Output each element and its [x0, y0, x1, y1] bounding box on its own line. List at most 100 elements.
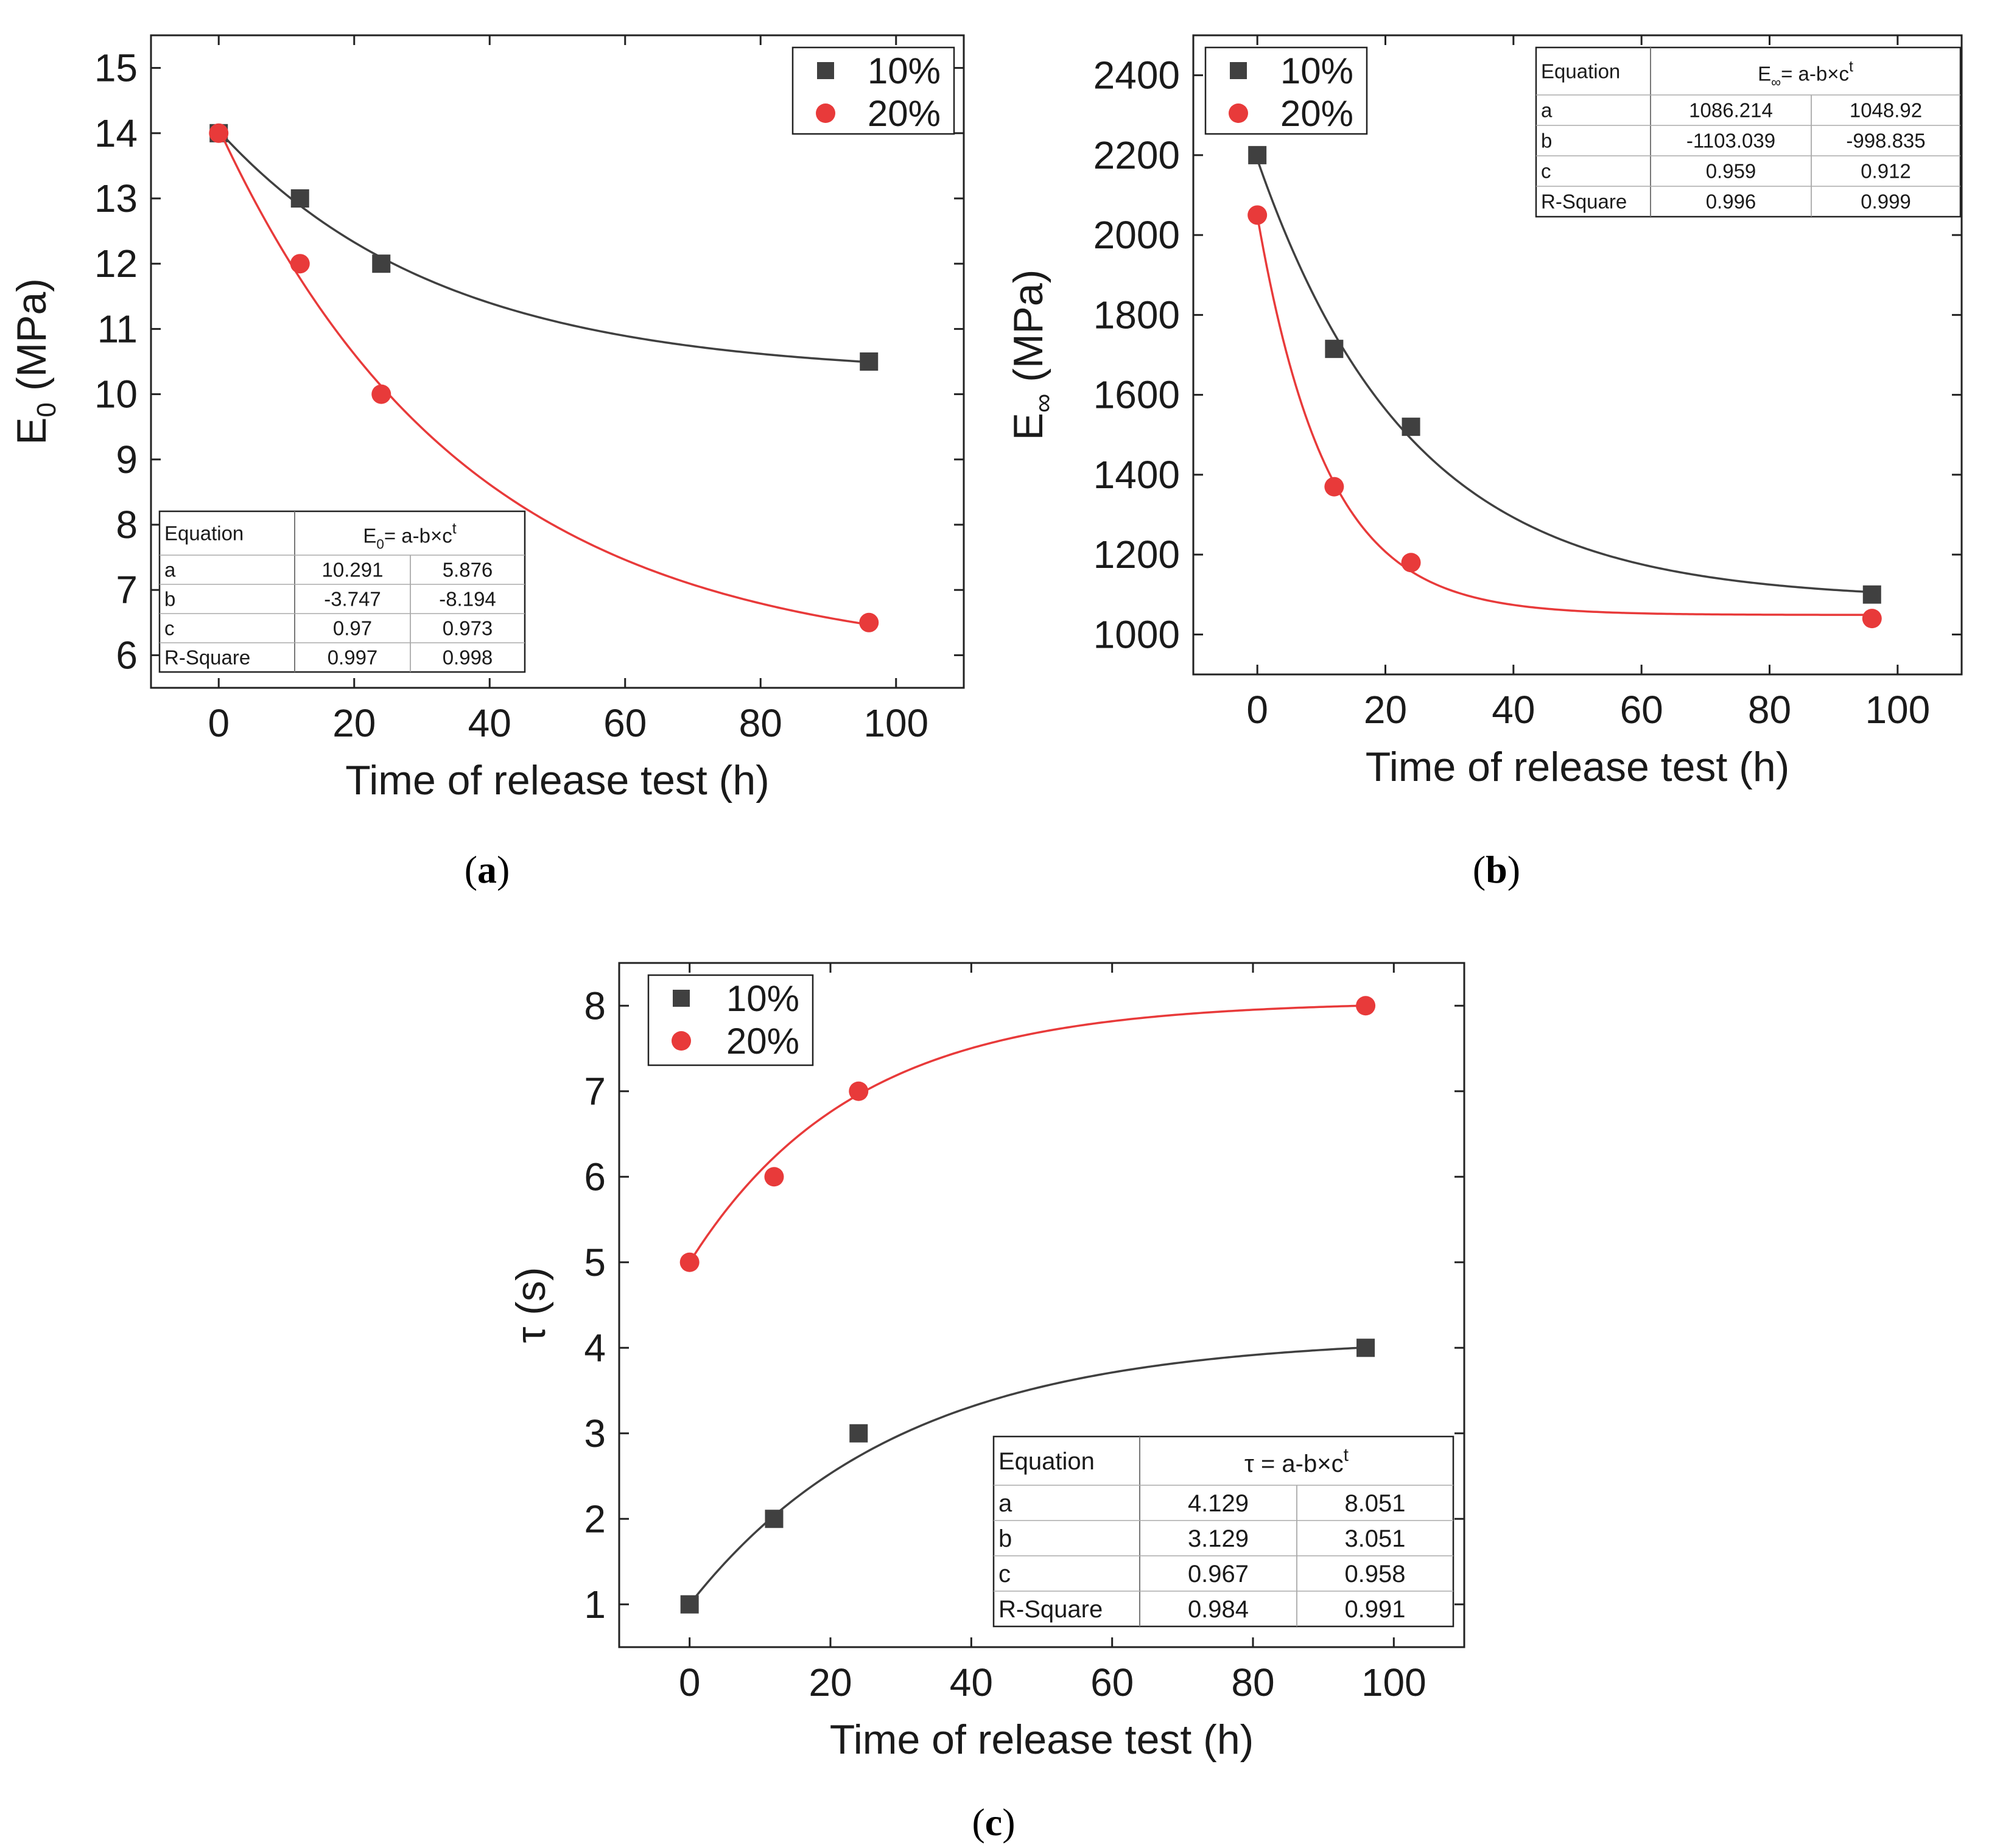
equation-subscript: 0	[376, 536, 384, 551]
x-tick-label: 80	[1231, 1661, 1274, 1704]
table-value-10: 3.129	[1188, 1525, 1249, 1552]
y-tick-label: 9	[116, 438, 138, 481]
y-tick-label: 8	[116, 503, 138, 547]
table-value-10: 1086.214	[1689, 99, 1773, 122]
table-value-20: 0.973	[443, 617, 493, 640]
y-tick-label: 1800	[1093, 293, 1180, 337]
x-axis-title: Time of release test (h)	[830, 1717, 1254, 1763]
panel-label: (c)	[972, 1801, 1015, 1844]
chart-c: 0 20 40 60 80 100 1 2 3 4 5 6 7 8 Time of release test…	[508, 962, 1465, 1844]
legend-marker-circle	[1229, 103, 1248, 123]
table-value-10: 4.129	[1188, 1490, 1249, 1517]
table-border	[992, 1435, 1454, 1628]
table-value-10: 0.984	[1188, 1596, 1249, 1623]
equation-subscript: ∞	[1771, 74, 1781, 89]
legend-label: 20%	[726, 1021, 799, 1062]
y-tick-label: 8	[584, 984, 606, 1027]
data-point-20%	[290, 254, 310, 274]
y-tick-label: 2	[584, 1497, 606, 1541]
y-tick-label: 1600	[1093, 373, 1180, 417]
equation-body: = a-b×c	[1254, 1451, 1344, 1477]
y-axis-title: τ (s)	[508, 1267, 554, 1343]
data-point-20%	[1247, 205, 1268, 225]
data-point-20%	[1862, 609, 1882, 629]
table-value-10: 10.291	[322, 559, 384, 581]
fit-curve-10%	[217, 130, 869, 363]
panel-label-letter: a	[477, 848, 497, 891]
data-point-10%	[1248, 145, 1267, 164]
table-equation: E∞= a-b×ct	[1758, 59, 1853, 90]
fit-parameter-table: Equation τ = a-b×ct a 4.129 8.051 b 3.129 3.051…	[992, 1435, 1454, 1628]
equation-body: = a-b×c	[1781, 63, 1849, 85]
table-row-label: b	[1541, 130, 1552, 152]
y-tick-label: 2400	[1093, 54, 1180, 97]
fit-parameter-table: Equation E∞= a-b×ct a 1086.214 1048.92 b -1103…	[1535, 46, 1962, 218]
x-tick-label: 40	[950, 1661, 993, 1704]
chart-a: 0 20 40 60 80 100 6 7 8 9 10 11 12 13 14 15 Time of rele…	[9, 34, 965, 891]
y-tick-label: 4	[584, 1326, 606, 1370]
panel-label-open: (	[1473, 848, 1486, 891]
x-tick-label: 60	[1090, 1661, 1134, 1704]
legend-marker-square	[673, 990, 690, 1007]
table-value-10: -3.747	[324, 588, 381, 611]
table-value-20: 3.051	[1344, 1525, 1405, 1552]
panel-label-letter: c	[985, 1801, 1002, 1844]
y-tick-label: 1	[584, 1583, 606, 1626]
table-border	[1535, 46, 1962, 218]
y-tick-label: 10	[94, 373, 138, 416]
legend-label: 10%	[868, 51, 941, 91]
table-header: Equation	[164, 522, 244, 545]
table-equation: E0= a-b×ct	[363, 521, 456, 552]
data-point-10%	[1862, 585, 1881, 604]
equation-body: = a-b×c	[384, 525, 452, 547]
data-point-10%	[290, 189, 309, 208]
table-row-label: c	[1541, 160, 1551, 183]
table-equation: τ = a-b×ct	[1244, 1445, 1349, 1477]
panel-label-close: )	[497, 848, 510, 891]
table-value-20: -8.194	[439, 588, 496, 611]
data-point-10%	[680, 1595, 699, 1614]
y-tick-label: 13	[94, 177, 138, 220]
x-axis-title: Time of release test (h)	[1366, 744, 1790, 790]
table-row-label: b	[998, 1525, 1012, 1552]
y-tick-label: 1200	[1093, 533, 1180, 576]
y-axis-symbol: E	[1005, 413, 1051, 440]
x-tick-label: 20	[332, 701, 376, 745]
data-point-20%	[209, 123, 229, 143]
x-tick-label: 60	[1620, 688, 1663, 732]
chart-b: 0 20 40 60 80 100 1000 1200 1400 1600 1800 2000 2200…	[1005, 34, 1963, 891]
y-axis-subscript: 0	[32, 402, 61, 417]
data-point-20%	[1356, 996, 1376, 1016]
table-value-10: 0.997	[328, 646, 378, 669]
y-tick-label: 7	[116, 568, 138, 612]
panel-label-close: )	[1002, 1801, 1015, 1844]
table-value-20: 5.876	[443, 559, 493, 581]
legend: 10%20%	[791, 46, 955, 135]
x-tick-label: 80	[1748, 688, 1791, 732]
x-tick-label: 20	[809, 1661, 852, 1704]
y-tick-label: 5	[584, 1241, 606, 1284]
x-tick-label: 60	[603, 701, 647, 745]
equation-symbol: τ	[1244, 1451, 1254, 1477]
legend-marker-square	[1230, 62, 1247, 79]
y-axis-unit: (MPa)	[1005, 270, 1051, 394]
y-axis-symbol: τ	[508, 1327, 554, 1343]
x-tick-label: 0	[1246, 688, 1268, 732]
legend: 10%20%	[1204, 46, 1368, 135]
y-tick-label: 6	[584, 1155, 606, 1199]
data-point-10%	[765, 1510, 784, 1528]
x-tick-label: 0	[208, 701, 230, 745]
table-value-20: 0.912	[1861, 160, 1911, 183]
table-row-label: b	[164, 588, 175, 611]
data-point-20%	[1324, 477, 1344, 497]
legend-marker-circle	[672, 1031, 691, 1051]
y-axis-unit: (s)	[508, 1267, 554, 1326]
plot-frame	[150, 34, 965, 689]
legend-marker-square	[817, 62, 834, 79]
table-value-20: 0.958	[1344, 1561, 1405, 1587]
equation-superscript: t	[1849, 59, 1853, 75]
y-tick-label: 3	[584, 1412, 606, 1455]
legend: 10%20%	[647, 974, 814, 1066]
table-value-20: 1048.92	[1850, 99, 1922, 122]
data-point-20%	[679, 1252, 700, 1272]
